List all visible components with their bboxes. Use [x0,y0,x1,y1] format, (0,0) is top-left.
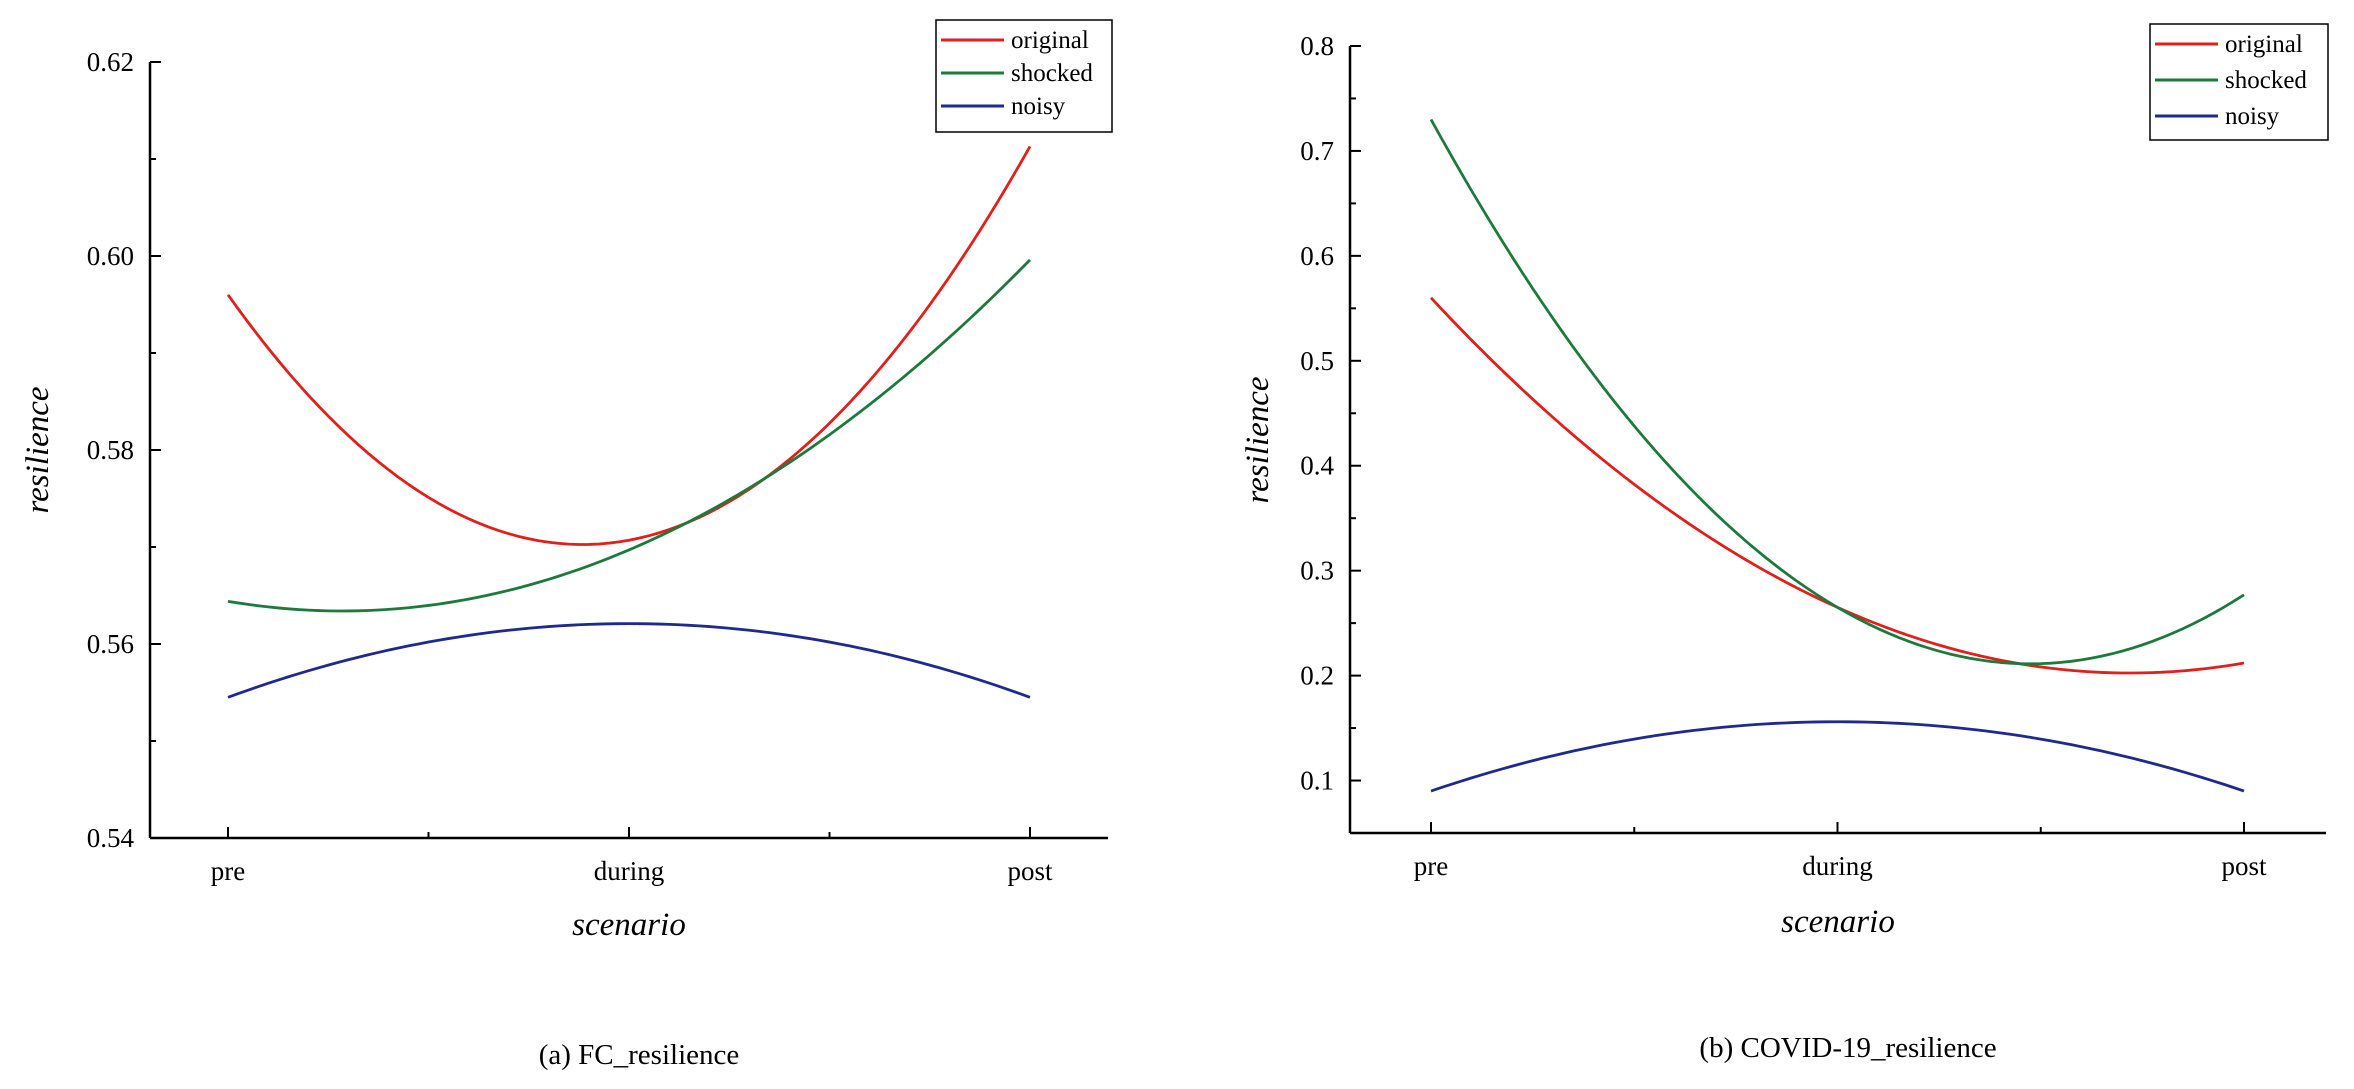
legend-label-original: original [2225,31,2303,58]
series-line-noisy [227,622,1031,699]
y-tick-label: 0.54 [87,823,135,853]
y-tick-label: 0.2 [1300,661,1334,691]
x-tick-label: during [594,856,665,886]
y-tick-label: 0.8 [1300,31,1334,61]
y-tick-label: 0.60 [87,241,134,271]
series-line-original [1429,296,2245,675]
legend-label-noisy: noisy [2225,103,2280,130]
y-tick-label: 0.4 [1300,451,1334,481]
series-line-shocked [227,258,1031,613]
x-tick-label: pre [211,856,245,886]
series-line-shocked [1429,118,2245,666]
legend: original shocked noisy [935,19,1113,133]
legend: original shocked noisy [2149,23,2329,141]
x-tick-label: post [1007,856,1053,886]
y-tick-label: 0.1 [1300,766,1334,796]
y-axis-title: resilience [1240,376,1276,503]
legend-label-noisy: noisy [1011,93,1066,120]
chart-panel-a: 0.54 0.56 0.58 0.60 0.62 pre during post scenari… [20,19,1113,1071]
legend-label-original: original [1011,27,1089,54]
y-tick-label: 0.3 [1300,556,1334,586]
x-tick-label: pre [1414,851,1448,881]
y-axis-title: resilience [20,386,56,513]
figure-caption: (a) FC_resilience [539,1039,740,1071]
chart-panel-b: 0.1 0.2 0.3 0.4 0.5 0.6 0.7 0.8 pre during post sce… [1240,23,2329,1064]
x-tick-label: during [1802,851,1873,881]
y-tick-label: 0.6 [1300,241,1334,271]
y-tick-label: 0.62 [87,47,134,77]
legend-label-shocked: shocked [1011,60,1093,87]
y-tick-label: 0.56 [87,629,134,659]
series-line-noisy [1430,720,2245,793]
y-tick-label: 0.58 [87,435,134,465]
x-axis-title: scenario [1781,904,1895,940]
series-line-original [226,145,1032,546]
y-tick-label: 0.7 [1300,136,1334,166]
figure-caption: (b) COVID-19_resilience [1699,1032,1996,1064]
x-tick-label: post [2221,851,2267,881]
legend-label-shocked: shocked [2225,67,2307,94]
x-axis-title: scenario [572,907,686,943]
y-tick-label: 0.5 [1300,346,1334,376]
